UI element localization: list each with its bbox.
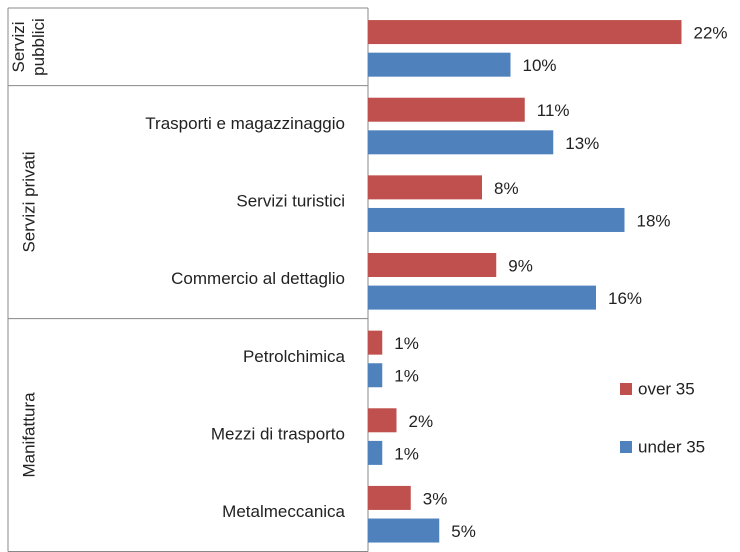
value-label: 11% [537, 101, 570, 120]
legend-label: over 35 [638, 379, 695, 398]
category-label: Metalmeccanica [222, 502, 345, 521]
bar [368, 20, 682, 45]
group-label: Manifattura [19, 392, 39, 478]
value-label: 13% [565, 134, 599, 153]
group-label: Servizi pubblici [9, 17, 49, 76]
category-label: Mezzi di trasporto [211, 425, 345, 444]
value-label: 22% [694, 24, 728, 43]
category-label: Commercio al dettaglio [171, 269, 345, 288]
value-label: 1% [394, 334, 419, 353]
bar [368, 518, 440, 543]
bar [368, 252, 497, 277]
value-label: 3% [423, 489, 448, 508]
bar [368, 485, 411, 510]
value-label: 10% [523, 56, 557, 75]
value-label: 8% [494, 179, 519, 198]
bar [368, 363, 383, 388]
value-label: 1% [394, 367, 419, 386]
value-label: 5% [451, 522, 476, 541]
category-label: Trasporti e magazzinaggio [145, 114, 345, 133]
value-label: 1% [394, 444, 419, 463]
value-label: 9% [508, 256, 533, 275]
value-label: 16% [608, 289, 642, 308]
bar [368, 330, 383, 355]
category-label: Servizi turistici [236, 192, 345, 211]
value-label: 2% [409, 412, 434, 431]
legend-swatch [620, 441, 632, 453]
legend-label: under 35 [638, 437, 705, 456]
value-label: 18% [637, 211, 671, 230]
bar [368, 175, 482, 200]
bar [368, 130, 554, 155]
bar [368, 440, 383, 465]
group-label: Servizi privati [19, 151, 39, 253]
bar [368, 285, 596, 310]
category-label: Petrolchimica [243, 347, 346, 366]
bar [368, 408, 397, 433]
bar [368, 207, 625, 232]
legend-swatch [620, 383, 632, 395]
bar [368, 97, 525, 122]
bar [368, 52, 511, 77]
